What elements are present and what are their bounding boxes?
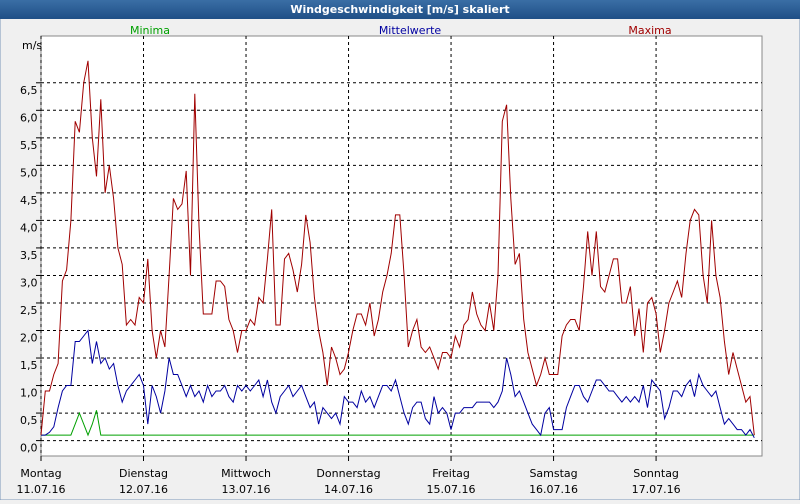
y-tick-label: 2,0: [20, 331, 38, 344]
x-tick-label: Montag: [20, 467, 61, 480]
plot-area: [40, 35, 763, 457]
x-tick-date: 14.07.16: [324, 483, 373, 496]
x-tick-label: Donnerstag: [316, 467, 380, 480]
x-tick-date: 11.07.16: [17, 483, 66, 496]
x-tick-label: Dienstag: [119, 467, 168, 480]
x-tick-date: 16.07.16: [529, 483, 578, 496]
legend-entry: Minima: [130, 24, 170, 37]
y-tick-label: 3,0: [20, 276, 38, 289]
y-tick-label: 6,0: [20, 111, 38, 124]
x-tick-label: Sonntag: [633, 467, 679, 480]
series-line: [41, 329, 755, 439]
x-tick-label: Mittwoch: [221, 467, 271, 480]
y-tick-label: 4,0: [20, 221, 38, 234]
x-tick-label: Samstag: [529, 467, 577, 480]
y-tick-label: 0,5: [20, 414, 38, 427]
series-line: [40, 60, 755, 436]
legend-entry: Maxima: [628, 24, 671, 37]
y-tick-label: 5,5: [20, 139, 38, 152]
y-tick-label: 0,0: [20, 442, 38, 455]
y-axis-label: m/s: [22, 39, 42, 52]
title-bar: [0, 0, 800, 19]
y-tick-label: 2,5: [20, 304, 38, 317]
y-tick-label: 1,5: [20, 359, 38, 372]
y-tick-label: 1,0: [20, 387, 38, 400]
x-tick-date: 13.07.16: [222, 483, 271, 496]
x-tick-date: 17.07.16: [632, 483, 681, 496]
x-tick-label: Freitag: [432, 467, 470, 480]
y-tick-label: 4,5: [20, 194, 38, 207]
chart-title: Windgeschwindigkeit [m/s] skaliert: [290, 3, 509, 16]
legend-entry: Mittelwerte: [379, 24, 442, 37]
x-tick-date: 12.07.16: [119, 483, 168, 496]
series-line: [41, 410, 755, 437]
y-tick-label: 3,5: [20, 249, 38, 262]
x-tick-date: 15.07.16: [427, 483, 476, 496]
y-tick-label: 5,0: [20, 166, 38, 179]
y-tick-label: 6,5: [20, 84, 38, 97]
